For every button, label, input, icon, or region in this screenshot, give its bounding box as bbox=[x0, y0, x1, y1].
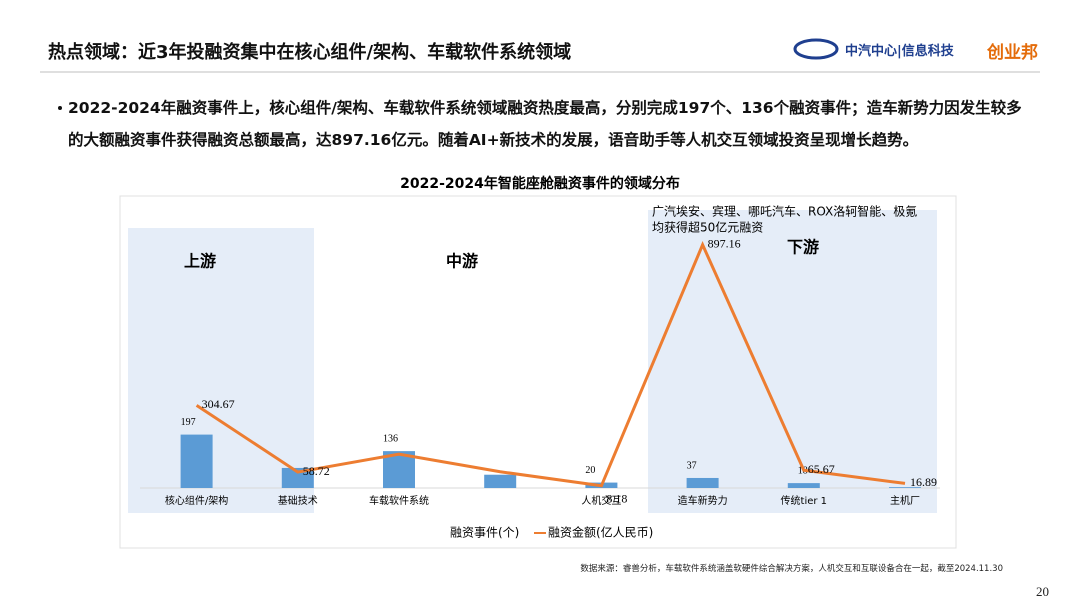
chart-title: 2022-2024年智能座舱融资事件的领域分布 bbox=[400, 175, 680, 192]
org-name: 中汽中心|信息科技 bbox=[845, 44, 954, 59]
x-tick-label: 传统tier 1 bbox=[781, 494, 828, 507]
brand: 创业邦 bbox=[987, 43, 1038, 63]
x-tick-label: 主机厂 bbox=[890, 494, 920, 507]
x-tick-label: 人机交互 bbox=[581, 494, 621, 507]
x-tick-label: 核心组件/架构 bbox=[165, 494, 228, 507]
line-label: 8.18 bbox=[606, 492, 627, 506]
region-label: 中游 bbox=[446, 252, 478, 271]
page-number: 20 bbox=[1036, 584, 1049, 599]
source-note: 数据来源：睿兽分析，车载软件系统涵盖软硬件综合解决方案，人机交互和互联设备合在一… bbox=[580, 564, 1003, 574]
bullet-text: 2022-2024年融资事件上，核心组件/架构、车载软件系统领域融资热度最高，分… bbox=[68, 99, 1022, 149]
bullet-dot bbox=[58, 106, 62, 110]
bar bbox=[889, 487, 921, 488]
bar-label: 136 bbox=[383, 433, 398, 444]
annotation: 广汽埃安、宾理、哪吒汽车、ROX洛轲智能、极氪 bbox=[652, 204, 917, 219]
region-panel bbox=[128, 228, 314, 513]
line-label: 16.89 bbox=[910, 475, 937, 489]
region-label: 上游 bbox=[184, 252, 216, 271]
annotation: 均获得超50亿元融资 bbox=[652, 220, 763, 235]
bar-label: 37 bbox=[687, 460, 697, 471]
bar bbox=[281, 467, 314, 488]
line-label: 897.16 bbox=[708, 237, 741, 251]
bar-label: 20 bbox=[585, 465, 595, 476]
bar bbox=[484, 474, 517, 488]
slide-title: 热点领域：近3年投融资集中在核心组件/架构、车载软件系统领域 bbox=[48, 42, 572, 63]
legend-label: 融资事件(个) bbox=[450, 526, 519, 540]
line-label: 65.67 bbox=[808, 462, 835, 476]
bar bbox=[787, 483, 820, 488]
bar bbox=[686, 477, 719, 488]
logo bbox=[793, 38, 839, 60]
x-tick-label: 基础技术 bbox=[278, 494, 318, 507]
x-tick-label: 造车新势力 bbox=[678, 494, 728, 507]
legend-label: 融资金额(亿人民币) bbox=[548, 525, 653, 540]
bar-label: 197 bbox=[181, 417, 196, 428]
region-label: 下游 bbox=[787, 238, 819, 257]
line-series bbox=[195, 241, 906, 488]
bar bbox=[180, 434, 213, 488]
line-label: 58.72 bbox=[303, 464, 330, 478]
line-label: 304.67 bbox=[202, 397, 235, 411]
x-tick-label: 车载软件系统 bbox=[369, 494, 429, 507]
